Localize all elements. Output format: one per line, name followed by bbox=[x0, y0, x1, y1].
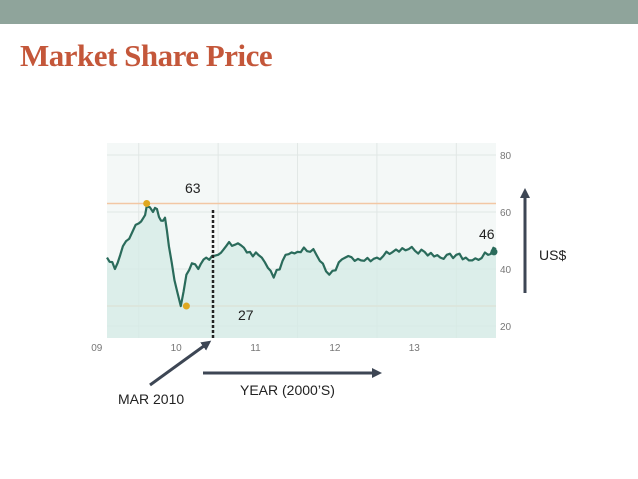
point-markers bbox=[143, 199, 498, 310]
event-label: MAR 2010 bbox=[118, 391, 185, 407]
y-tick-label: 40 bbox=[500, 265, 512, 276]
last-marker bbox=[490, 248, 498, 256]
y-tick-label: 20 bbox=[500, 322, 512, 333]
y-tick-label: 80 bbox=[500, 151, 512, 162]
x-tick-label: 11 bbox=[250, 343, 261, 354]
trough-value-label: 27 bbox=[238, 307, 254, 323]
x-tick-label: 10 bbox=[171, 343, 183, 354]
y-tick-label: 60 bbox=[500, 208, 512, 219]
series-area bbox=[107, 206, 496, 338]
slide-title: Market Share Price bbox=[20, 38, 273, 73]
series-line bbox=[106, 205, 497, 308]
axis-tick-labels: 09 10 11 12 13 20 40 60 80 bbox=[91, 151, 511, 354]
x-tick-label: 09 bbox=[91, 343, 103, 354]
x-axis-label: YEAR (2000’S) bbox=[240, 382, 335, 398]
peak-value-label: 63 bbox=[185, 180, 201, 196]
last-value-label: 46 bbox=[479, 226, 495, 242]
trough-marker bbox=[182, 302, 190, 310]
x-tick-label: 12 bbox=[329, 343, 341, 354]
x-tick-label: 13 bbox=[409, 343, 421, 354]
event-arrow bbox=[149, 340, 212, 387]
top-accent-bar bbox=[0, 0, 638, 24]
unit-label: US$ bbox=[539, 247, 567, 263]
peak-marker bbox=[143, 199, 151, 207]
